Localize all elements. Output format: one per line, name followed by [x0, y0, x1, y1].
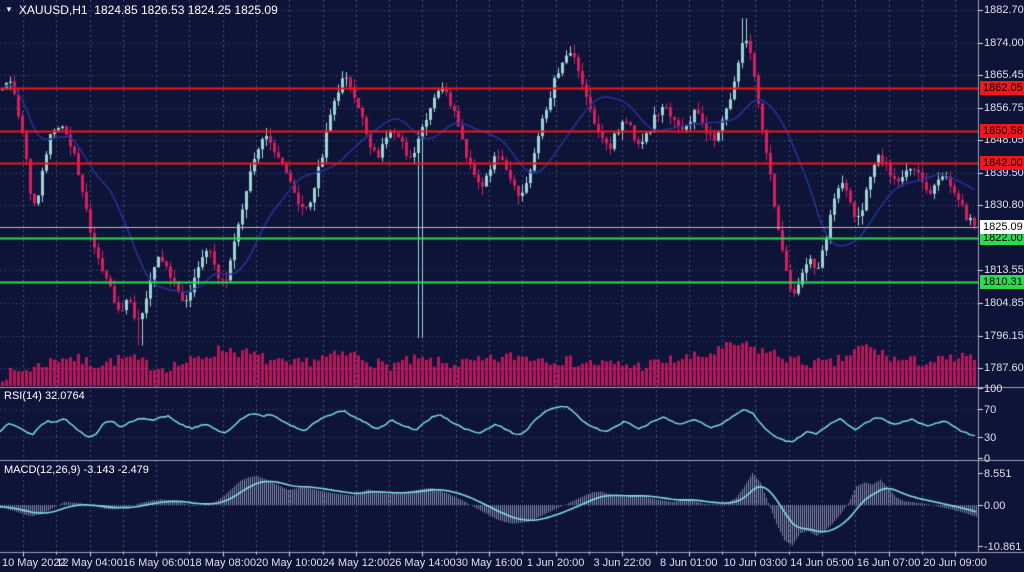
time-axis-label: 18 May 08:00 — [189, 557, 257, 569]
time-axis-label: 12 May 04:00 — [56, 557, 123, 569]
price-tick-label: 1813.55 — [984, 264, 1024, 277]
price-tick-label: 1856.75 — [984, 101, 1024, 114]
price-tick-label: 1874.00 — [984, 36, 1024, 49]
time-axis-label: 1 Jun 20:00 — [526, 557, 585, 569]
time-axis-label: 16 May 06:00 — [122, 557, 190, 569]
resistance-level-label[interactable]: 1842.00 — [980, 156, 1024, 171]
price-tick-label: 1796.15 — [984, 329, 1024, 342]
dropdown-arrow-icon[interactable]: ▼ — [5, 5, 13, 14]
time-axis-label: 24 May 12:00 — [322, 557, 390, 569]
macd-scale-label: 8.551 — [984, 468, 1012, 480]
resistance-level-label[interactable]: 1862.05 — [980, 80, 1024, 95]
macd-scale-label: 0.00 — [984, 500, 1006, 512]
symbol-ohlc-text: XAUUSD,H1 1824.85 1826.53 1824.25 1825.0… — [18, 3, 278, 17]
macd-scale-label: -10.861 — [984, 540, 1022, 553]
rsi-scale-label: 30 — [984, 432, 997, 444]
current-price-label: 1825.09 — [980, 219, 1024, 234]
rsi-scale-label: 70 — [984, 404, 997, 416]
time-axis-label: 26 May 14:00 — [389, 557, 456, 569]
rsi-panel-label: RSI(14) 32.0764 — [4, 390, 85, 402]
price-tick-label: 1830.80 — [984, 199, 1024, 212]
time-axis-label: 8 Jun 01:00 — [660, 557, 718, 569]
time-axis-label: 20 May 10:00 — [255, 557, 323, 569]
macd-panel-label: MACD(12,26,9) -3.143 -2.479 — [4, 464, 149, 476]
price-tick-label: 1882.70 — [984, 4, 1024, 16]
support-level-label[interactable]: 1810.31 — [980, 275, 1024, 290]
rsi-scale-label: 0 — [984, 453, 991, 465]
price-tick-label: 1865.45 — [984, 68, 1024, 81]
time-axis-label: 3 Jun 22:00 — [593, 557, 651, 569]
time-axis-label: 10 Jun 03:00 — [723, 557, 788, 569]
time-axis-label: 16 Jun 07:00 — [856, 557, 921, 569]
time-axis-label: 10 May 2022 — [2, 557, 66, 569]
resistance-level-label[interactable]: 1850.58 — [980, 123, 1024, 138]
support-level-label[interactable]: 1822.00 — [980, 231, 1024, 246]
symbol-title: ▼ XAUUSD,H1 1824.85 1826.53 1824.25 1825… — [5, 3, 278, 17]
price-tick-label: 1804.85 — [984, 296, 1024, 309]
time-axis-label: 14 Jun 05:00 — [790, 557, 854, 569]
time-axis-label: 30 May 16:00 — [455, 557, 523, 569]
rsi-scale-label: 100 — [984, 383, 1003, 395]
time-axis-label: 20 Jun 09:00 — [923, 557, 987, 569]
price-tick-label: 1787.60 — [984, 361, 1024, 374]
